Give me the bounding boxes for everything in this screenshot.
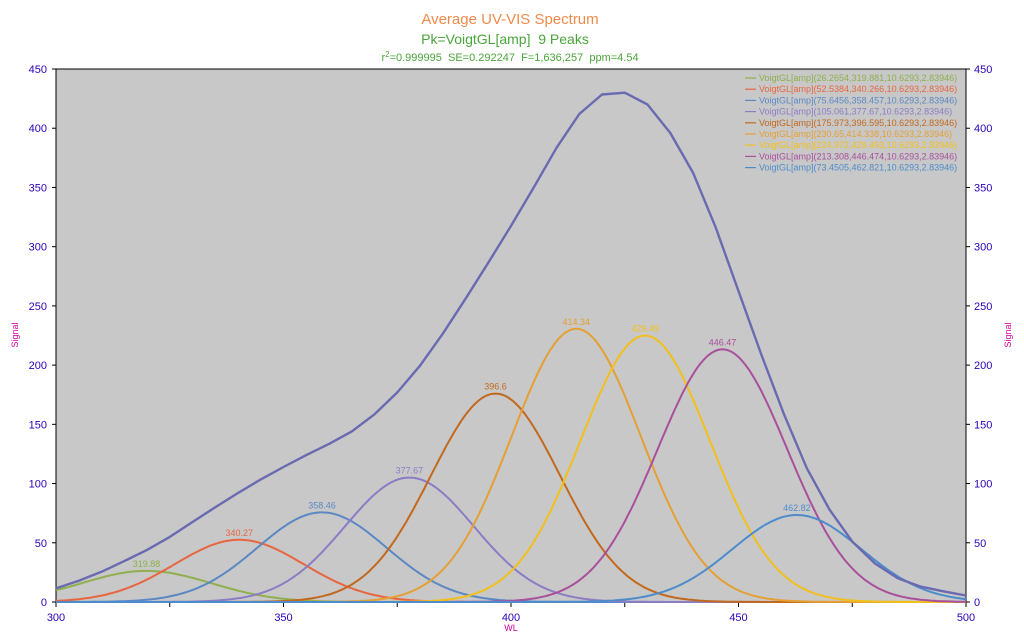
y-tick-label-left: 300 xyxy=(29,242,47,254)
y-tick-label-right: 100 xyxy=(974,479,992,491)
legend-entry-2: VoigtGL[amp](52.5384,340.266,10.6293,2.8… xyxy=(759,84,957,94)
x-tick-label: 400 xyxy=(502,612,520,624)
legend-entry-9: VoigtGL[amp](73.4505,462.821,10.6293,2.8… xyxy=(759,163,957,173)
x-tick-label: 300 xyxy=(47,612,65,624)
peak-curve-9 xyxy=(56,514,967,603)
y-tick-label-right: 250 xyxy=(974,301,992,313)
y-tick-label-right: 0 xyxy=(974,597,980,609)
peak-label-8: 446.47 xyxy=(709,337,737,347)
peak-label-1: 319.88 xyxy=(133,559,161,569)
y-tick-label-left: 350 xyxy=(29,182,47,194)
chart-stats: r2=0.999995 SE=0.292247 F=1,636,257 ppm=… xyxy=(381,50,638,64)
peak-label-2: 340.27 xyxy=(225,528,253,538)
peak-label-6: 414.34 xyxy=(562,317,590,327)
y-tick-label-left: 450 xyxy=(29,64,47,76)
legend-entry-5: VoigtGL[amp](175.973,396.595,10.6293,2.8… xyxy=(759,118,957,128)
peak-label-7: 429.49 xyxy=(631,324,659,334)
peak-label-5: 396.6 xyxy=(484,382,507,392)
stat-ppm: ppm=4.54 xyxy=(589,52,638,64)
legend-entry-6: VoigtGL[amp](230.65,414.338,10.6293,2.83… xyxy=(759,129,952,139)
y-axis-label-right: Signal xyxy=(1003,322,1013,347)
y-tick-label-left: 50 xyxy=(35,538,47,550)
stat-r2-sup: 2 xyxy=(385,50,390,59)
chart-title: Average UV-VIS Spectrum xyxy=(421,11,598,28)
x-tick-label: 500 xyxy=(957,612,975,624)
y-tick-label-left: 400 xyxy=(29,123,47,135)
y-tick-label-left: 150 xyxy=(29,419,47,431)
chart-subtitle: Pk=VoigtGL[amp] 9 Peaks xyxy=(421,31,589,47)
legend-entry-7: VoigtGL[amp](224.972,429.493,10.6293,2.8… xyxy=(759,140,957,150)
y-axis-label-left: Signal xyxy=(10,322,20,347)
y-tick-label-right: 50 xyxy=(974,538,986,550)
y-tick-label-right: 450 xyxy=(974,64,992,76)
y-tick-label-right: 400 xyxy=(974,123,992,135)
y-tick-label-left: 200 xyxy=(29,360,47,372)
stat-r2-label: r xyxy=(381,52,385,64)
y-tick-label-right: 200 xyxy=(974,360,992,372)
y-tick-label-left: 100 xyxy=(29,479,47,491)
peak-label-4: 377.67 xyxy=(396,466,424,476)
peak-label-9: 462.82 xyxy=(783,503,811,513)
stat-f: F=1,636,257 xyxy=(521,52,583,64)
y-tick-label-left: 250 xyxy=(29,301,47,313)
x-tick-label: 350 xyxy=(274,612,292,624)
legend-entry-1: VoigtGL[amp](26.2654,319.881,10.6293,2.8… xyxy=(759,73,957,83)
x-tick-label: 450 xyxy=(729,612,747,624)
peak-label-3: 358.46 xyxy=(308,500,336,510)
y-tick-label-left: 0 xyxy=(41,597,47,609)
legend-entry-3: VoigtGL[amp](75.6456,358.457,10.6293,2.8… xyxy=(759,95,957,105)
x-axis-label: WL xyxy=(504,623,518,633)
legend-entry-4: VoigtGL[amp](105.061,377.67,10.6293,2.83… xyxy=(759,107,952,117)
y-tick-label-right: 350 xyxy=(974,182,992,194)
total-spectrum-line xyxy=(55,91,967,597)
y-tick-label-right: 300 xyxy=(974,242,992,254)
stat-se: SE=0.292247 xyxy=(448,52,515,64)
stat-r2-value: =0.999995 xyxy=(390,52,442,64)
y-tick-label-right: 150 xyxy=(974,419,992,431)
legend-entry-8: VoigtGL[amp](213.308,446.474,10.6293,2.8… xyxy=(759,151,957,161)
